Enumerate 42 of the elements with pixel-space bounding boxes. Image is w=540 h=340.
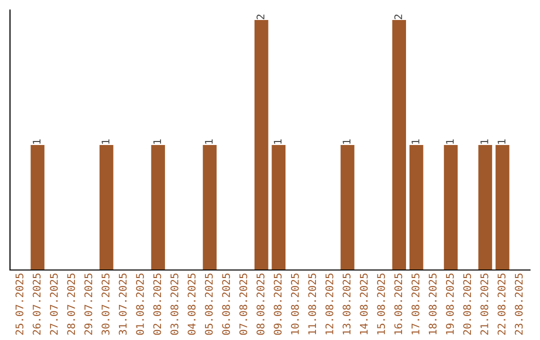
- data-label: 1: [274, 139, 282, 144]
- x-tick-label: 19.08.2025: [446, 274, 454, 334]
- x-tick-label: 04.08.2025: [188, 274, 196, 335]
- x-tick-label: 02.08.2025: [153, 274, 162, 335]
- x-tick-label: 12.08.2025: [325, 274, 334, 334]
- x-tick-label: 30.07.2025: [102, 274, 110, 335]
- data-label: 1: [498, 139, 506, 144]
- x-tick-label: 31.07.2025: [118, 274, 127, 335]
- data-label: 1: [446, 139, 454, 144]
- x-tick-label: 20.08.2025: [463, 274, 472, 335]
- x-tick-label: 28.07.2025: [67, 274, 76, 335]
- data-label: 2: [394, 14, 402, 20]
- data-label: 1: [480, 139, 488, 144]
- x-tick-label: 16.08.2025: [394, 274, 402, 334]
- x-tick-label: 27.07.2025: [50, 274, 58, 335]
- x-tick-label: 23.08.2025: [514, 274, 523, 335]
- x-tick-label: 14.08.2025: [360, 274, 368, 334]
- x-tick-label: 06.08.2025: [222, 274, 230, 335]
- x-tick-label: 15.08.2025: [377, 274, 385, 334]
- data-label: 1: [32, 139, 40, 144]
- data-label: 1: [342, 139, 350, 144]
- x-tick-label: 21.08.2025: [480, 274, 488, 335]
- data-label: 1: [153, 139, 161, 144]
- data-label: 1: [102, 139, 110, 144]
- x-tick-label: 05.08.2025: [204, 274, 213, 335]
- x-tick-label: 17.08.2025: [412, 274, 420, 334]
- data-label: 1: [205, 139, 213, 144]
- x-tick-label: 11.08.2025: [308, 274, 316, 334]
- x-tick-label: 08.08.2025: [256, 274, 264, 335]
- x-tick-label: 01.08.2025: [136, 274, 144, 335]
- x-tick-label: 10.08.2025: [291, 274, 299, 334]
- x-tick-label: 22.08.2025: [498, 274, 506, 335]
- x-tick-label: 07.08.2025: [239, 274, 248, 335]
- x-tick-label: 13.08.2025: [342, 274, 351, 334]
- x-tick-label: 03.08.2025: [170, 274, 178, 335]
- data-label: 1: [412, 139, 420, 144]
- x-tick-label: 25.07.2025: [16, 274, 24, 335]
- x-tick-label: 26.07.2025: [32, 274, 41, 335]
- data-label: 2: [256, 14, 264, 20]
- x-tick-label: 09.08.2025: [274, 274, 282, 335]
- x-tick-label: 29.07.2025: [84, 274, 92, 335]
- x-tick-label: 18.08.2025: [428, 274, 437, 334]
